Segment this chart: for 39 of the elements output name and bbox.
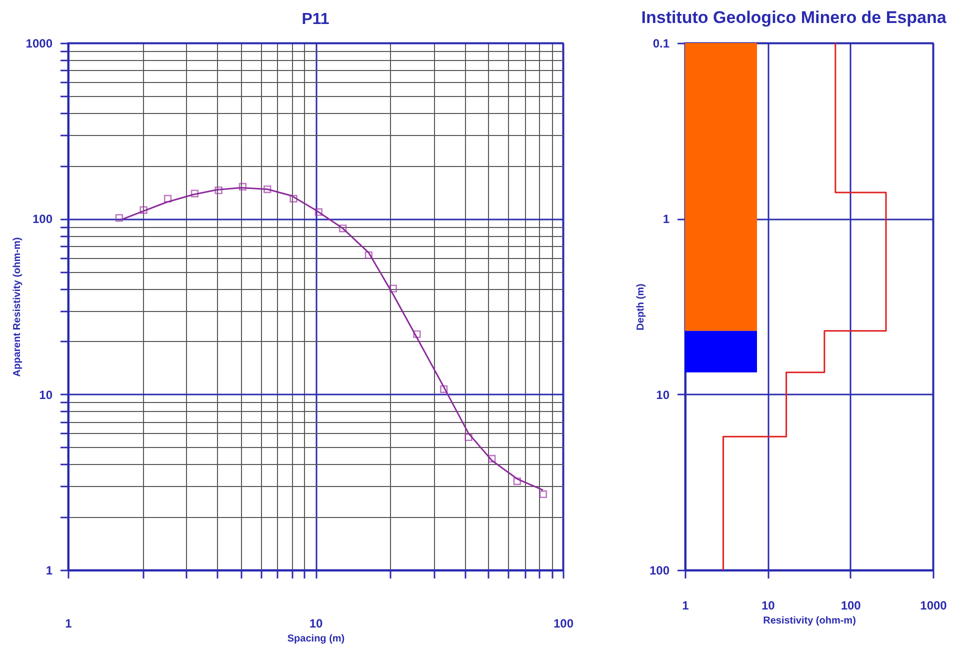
point (389, 284, 397, 292)
point (190, 190, 199, 198)
point (290, 194, 298, 202)
point (413, 330, 421, 338)
y-tick-label: 10 (39, 388, 53, 402)
y-tick-label: 1 (662, 212, 670, 226)
x-tick-label: 100 (553, 616, 574, 630)
chart-title: P11 (302, 11, 330, 28)
point (464, 433, 472, 442)
point (539, 490, 548, 498)
x-axis-title: Spacing (m) (287, 634, 345, 644)
y-tick-label: 100 (32, 212, 53, 226)
x-tick-label: 1 (65, 616, 72, 630)
y-tick-label: 1 (46, 564, 53, 578)
point (440, 385, 448, 393)
point (115, 214, 123, 222)
x-axis-title: Resistivity (ohm-m) (763, 616, 856, 626)
point (164, 194, 172, 202)
point (140, 206, 148, 214)
x-tick-label: 10 (309, 616, 323, 630)
x-tick-label: 1000 (920, 598, 948, 612)
point (214, 186, 222, 194)
y-axis-title: Depth (m) (635, 284, 646, 330)
y-tick-label: 100 (649, 564, 670, 578)
x-tick-label: 10 (761, 598, 776, 612)
point (488, 454, 496, 463)
x-tick-label: 100 (840, 598, 862, 612)
point (264, 185, 272, 194)
y-tick-label: 1000 (26, 36, 53, 50)
point (238, 182, 247, 191)
y-axis-title: Apparent Resistivity (ohm-m) (12, 237, 23, 377)
point (364, 251, 372, 259)
y-tick-label: 10 (656, 388, 670, 402)
point (339, 224, 347, 232)
y-tick-label: 0.1 (652, 36, 670, 50)
x-tick-label: 1 (682, 598, 690, 612)
chart-title: Instituto Geologico Minero de Espana (641, 8, 947, 27)
point (314, 208, 322, 216)
point (513, 477, 522, 486)
